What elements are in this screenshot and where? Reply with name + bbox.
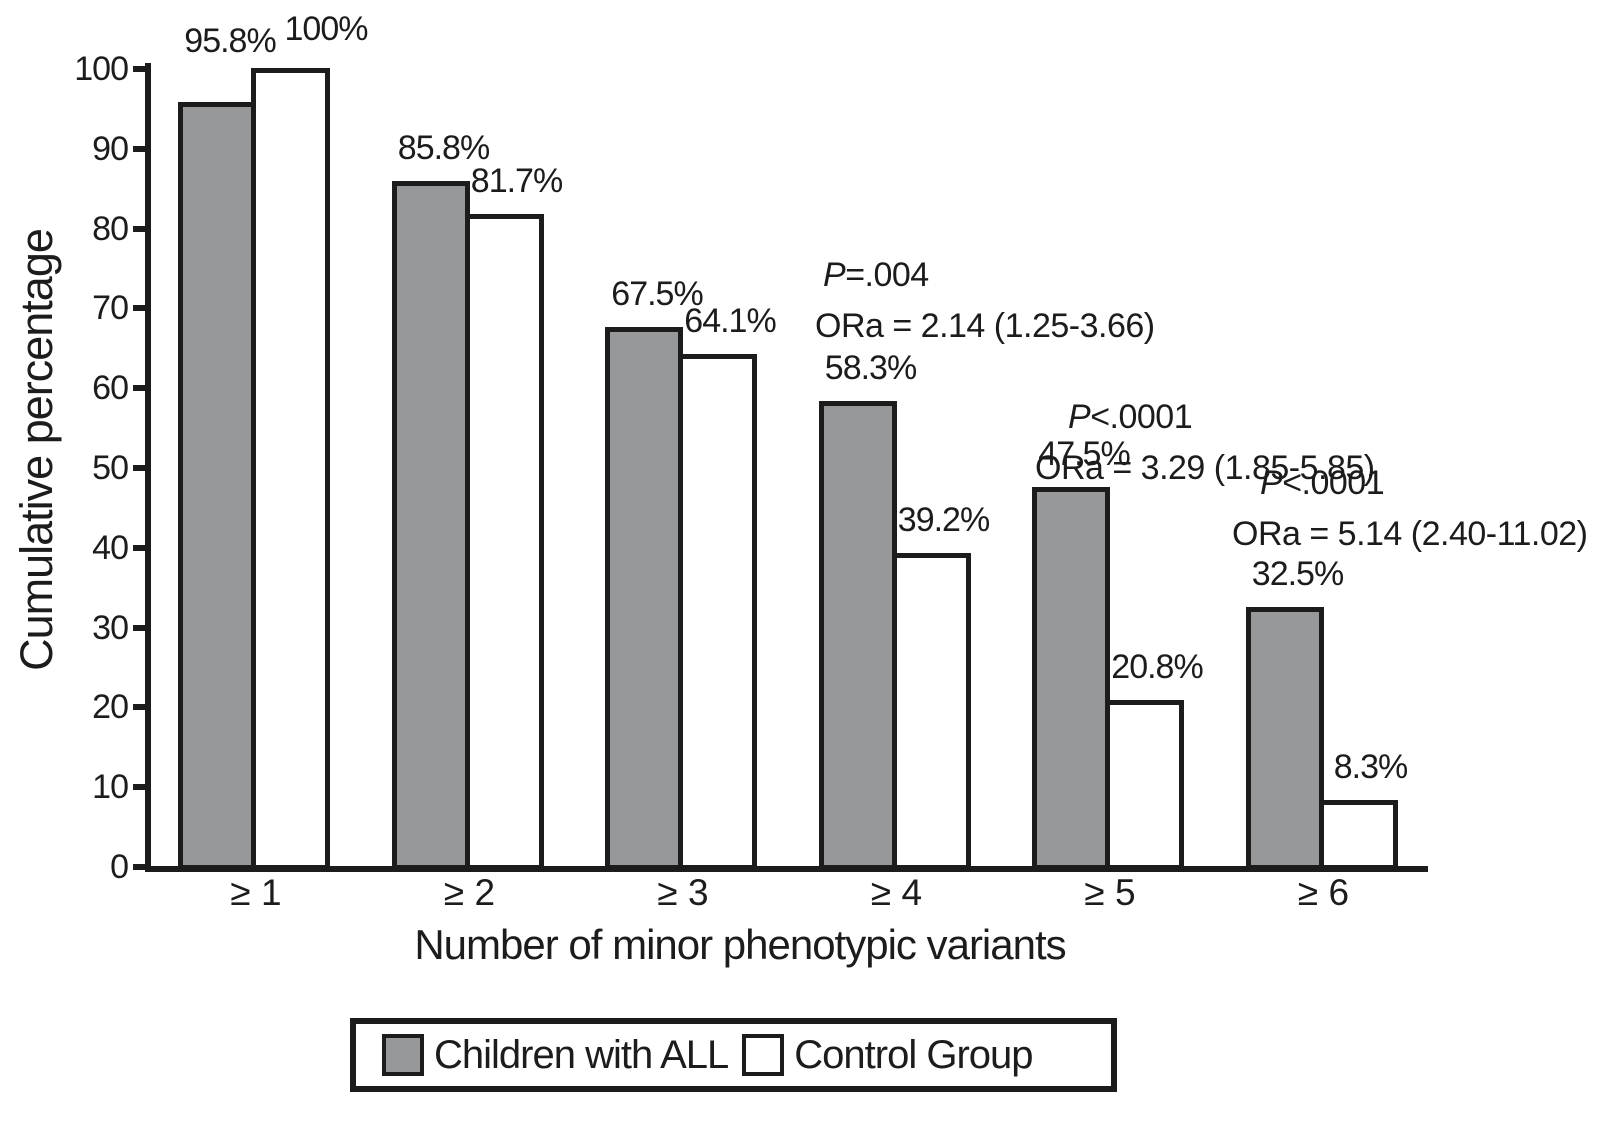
annotation-p-value: P<.0001 [1260,464,1385,502]
x-axis-title: Number of minor phenotypic variants [414,921,1066,968]
y-axis-tick [133,624,145,631]
bar-value-label: 85.8% [397,129,490,168]
x-category-label: ≥ 1 [230,872,282,913]
bar-children-with-all [605,327,683,870]
bar-control-group [891,553,971,870]
legend-swatch-control-group [742,1034,785,1076]
x-axis-line [145,866,1428,872]
y-tick-label: 30 [92,608,129,647]
annotation-stats: P=.004 ORa = 2.14 (1.25-3.66) [815,250,1155,352]
annotation-stats: P<.0001 ORa = 3.29 (1.85-5.85) [1035,392,1375,494]
y-axis-tick [133,784,145,791]
y-tick-label: 10 [92,768,129,807]
bar-value-label: 8.3% [1333,747,1409,786]
y-tick-label: 100 [74,50,129,88]
annotation-p-value: P<.0001 [1068,398,1193,436]
y-tick-label: 20 [92,688,129,727]
bar-control-group [678,354,757,870]
y-tick-label: 0 [110,848,129,886]
y-axis-tick [133,66,145,72]
x-category-label: ≥ 6 [1297,872,1350,913]
bar-value-label: 39.2% [897,501,990,540]
y-tick-label: 90 [92,129,129,168]
y-axis-tick [133,225,145,232]
bar-value-label: 81.7% [470,162,563,201]
bar-control-group [1318,799,1398,870]
bar-children-with-all [1245,606,1324,870]
y-axis-tick [133,145,145,152]
bar-value-label: 20.8% [1111,648,1203,687]
annotation-p-value: P=.004 [823,256,929,294]
bar-children-with-all [178,101,256,870]
annotation-stats: P<.0001 ORa = 5.14 (2.40-11.02) [1232,458,1588,560]
bar-children-with-all [1032,486,1110,870]
y-axis-tick [133,544,145,551]
bar-control-group [251,68,330,870]
bar-value-label: 67.5% [611,275,703,314]
legend-label-control-group: Control Group [794,1032,1033,1077]
annotation-odds-ratio: ORa = 3.29 (1.85-5.85) [1035,449,1375,487]
bar-control-group [1105,700,1184,870]
bar-value-label: 64.1% [684,302,776,341]
y-tick-label: 70 [92,289,129,328]
x-category-label: ≥ 3 [657,872,709,913]
legend-swatch-children-with-all [382,1034,424,1076]
bar-control-group [464,214,544,870]
y-axis-tick [133,864,145,870]
bar-value-label: 100% [284,10,369,48]
bar-children-with-all [818,400,897,870]
annotation-odds-ratio: ORa = 5.14 (2.40-11.02) [1232,515,1588,553]
y-tick-label: 80 [92,209,129,248]
y-axis-tick [133,465,145,471]
y-axis-line [145,63,151,872]
y-tick-label: 60 [92,369,129,408]
y-tick-label: 40 [92,528,129,567]
annotation-odds-ratio: ORa = 2.14 (1.25-3.66) [815,307,1155,345]
y-tick-label: 50 [92,449,129,487]
x-category-label: ≥ 2 [443,872,496,913]
bar-value-label: 32.5% [1251,554,1344,593]
x-category-label: ≥ 4 [870,872,923,913]
legend: Children with ALL Control Group [350,1018,1117,1092]
bar-value-label: 95.8% [184,22,276,60]
bar-value-label: 58.3% [824,348,917,387]
x-category-label: ≥ 5 [1084,872,1136,913]
y-axis-tick [133,305,145,312]
bar-value-label: 47.5% [1038,434,1130,473]
bar-children-with-all [391,181,470,870]
y-axis-tick [133,385,145,392]
legend-label-children-with-all: Children with ALL [434,1032,729,1077]
y-axis-tick [133,704,145,711]
